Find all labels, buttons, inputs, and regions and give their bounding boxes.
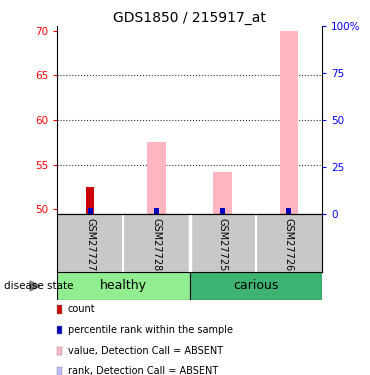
Text: GSM27726: GSM27726 [284, 218, 294, 272]
Bar [220, 208, 225, 214]
Text: rank, Detection Call = ABSENT: rank, Detection Call = ABSENT [68, 366, 218, 375]
Bar [286, 208, 292, 214]
Text: count: count [68, 304, 95, 314]
Text: value, Detection Call = ABSENT: value, Detection Call = ABSENT [68, 346, 223, 355]
Title: GDS1850 / 215917_at: GDS1850 / 215917_at [113, 11, 266, 25]
Bar [147, 142, 166, 214]
Bar [189, 272, 322, 300]
Text: GSM27725: GSM27725 [218, 218, 228, 272]
Bar [88, 208, 93, 214]
Bar [154, 208, 159, 214]
Bar [220, 208, 225, 214]
Text: healthy: healthy [100, 279, 147, 292]
Text: disease state: disease state [4, 281, 73, 291]
Text: carious: carious [233, 279, 279, 292]
Text: percentile rank within the sample: percentile rank within the sample [68, 325, 233, 335]
Text: GSM27727: GSM27727 [85, 218, 95, 272]
Text: GSM27728: GSM27728 [152, 218, 162, 272]
Bar [154, 208, 159, 214]
Bar [87, 187, 94, 214]
Bar [280, 31, 298, 214]
Bar [286, 208, 292, 214]
Bar [213, 172, 232, 214]
Bar [57, 272, 189, 300]
